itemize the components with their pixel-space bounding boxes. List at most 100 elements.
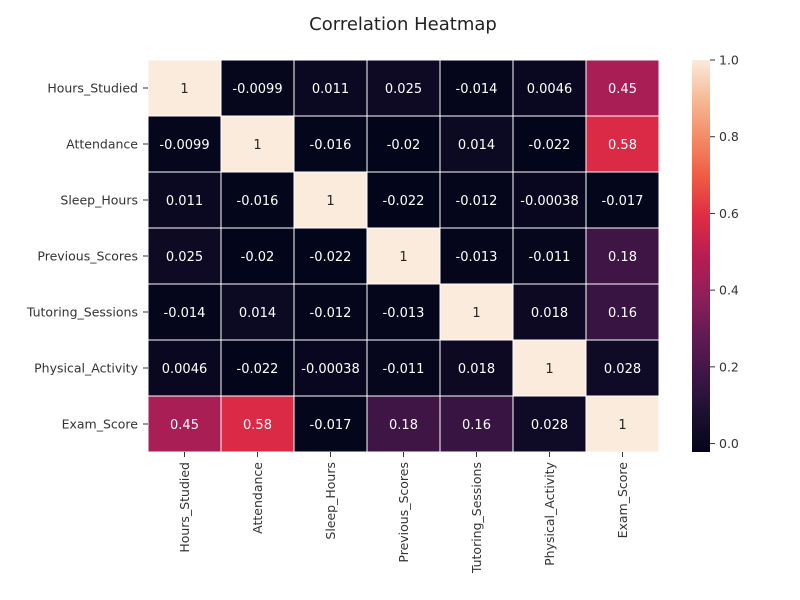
cell-value-label: -0.022	[237, 362, 279, 377]
cell-value-label: 0.011	[166, 194, 203, 209]
cell-value-label: -0.011	[529, 250, 571, 265]
column-label: Tutoring_Sessions	[469, 462, 484, 574]
row-label: Hours_Studied	[47, 81, 138, 96]
cell-value-label: 0.16	[608, 306, 637, 321]
row-label: Previous_Scores	[37, 249, 138, 264]
cell-value-label: 0.028	[604, 362, 641, 377]
row-label: Attendance	[66, 137, 138, 152]
heatmap-cell	[293, 171, 368, 229]
cell-value-label: 1	[399, 250, 407, 265]
heatmap-cell	[512, 59, 587, 117]
cell-value-label: 1	[472, 306, 480, 321]
heatmap-cell	[512, 395, 587, 453]
heatmap-cell	[585, 227, 660, 285]
column-label: Previous_Scores	[396, 462, 411, 563]
column-label: Physical_Activity	[542, 461, 557, 565]
heatmap-cell	[585, 171, 660, 229]
row-label: Exam_Score	[62, 417, 139, 432]
cell-value-label: 0.025	[385, 82, 422, 97]
heatmap-cell	[220, 171, 295, 229]
heatmap-cell	[220, 339, 295, 397]
cell-value-label: -0.016	[237, 194, 279, 209]
heatmap-cell	[147, 227, 222, 285]
cell-value-label: 0.58	[243, 418, 272, 433]
colorbar-tick-label: 0.0	[719, 436, 739, 451]
cell-value-label: -0.022	[310, 250, 352, 265]
column-label: Hours_Studied	[177, 462, 192, 553]
heatmap-cell	[293, 59, 368, 117]
cell-value-label: 0.0046	[162, 362, 208, 377]
cell-value-label: 0.18	[608, 250, 637, 265]
cell-value-label: -0.011	[383, 362, 425, 377]
column-label: Exam_Score	[615, 462, 630, 539]
cell-value-label: -0.0099	[232, 82, 282, 97]
cell-value-label: -0.012	[456, 194, 498, 209]
heatmap-cell	[585, 395, 660, 453]
heatmap-cell	[512, 171, 587, 229]
heatmap-cell	[147, 339, 222, 397]
heatmap-cell	[439, 395, 514, 453]
heatmap-cell	[147, 283, 222, 341]
column-label: Sleep_Hours	[323, 462, 338, 540]
cell-value-label: 0.014	[239, 306, 276, 321]
cell-value-label: 0.025	[166, 250, 203, 265]
heatmap-cell	[439, 115, 514, 173]
cell-value-label: 0.018	[458, 362, 495, 377]
heatmap-cell	[585, 115, 660, 173]
cell-value-label: -0.013	[383, 306, 425, 321]
row-label: Physical_Activity	[34, 361, 138, 376]
heatmap-cell	[439, 339, 514, 397]
heatmap-cell	[366, 59, 441, 117]
heatmap-cell	[366, 171, 441, 229]
cell-value-label: -0.022	[529, 138, 571, 153]
heatmap-cell	[293, 339, 368, 397]
heatmap-cell	[293, 395, 368, 453]
chart-title: Correlation Heatmap	[309, 14, 497, 35]
cell-value-label: 0.45	[608, 82, 637, 97]
column-labels: Hours_Studied Attendance Sleep_Hours Previo…	[177, 452, 630, 574]
cell-value-label: 1	[253, 138, 261, 153]
colorbar-tick-label: 0.2	[719, 359, 739, 374]
cell-value-label: 0.45	[170, 418, 199, 433]
cell-value-label: 1	[545, 362, 553, 377]
heatmap-cell	[366, 227, 441, 285]
heatmap-cell	[220, 227, 295, 285]
cell-value-label: 0.028	[531, 418, 568, 433]
heatmap-cells: 1 -0.0099 0.011 0.025 -0.014 0.0046 0.45 -0.009…	[147, 59, 660, 453]
column-label: Attendance	[250, 462, 265, 534]
heatmap-cell	[293, 283, 368, 341]
colorbar-tick-label: 0.6	[719, 206, 739, 221]
cell-value-label: -0.022	[383, 194, 425, 209]
cell-value-label: 0.16	[462, 418, 491, 433]
colorbar-tick-label: 0.4	[719, 283, 739, 298]
cell-value-label: 0.011	[312, 82, 349, 97]
cell-value-label: -0.014	[164, 306, 206, 321]
cell-value-label: 1	[326, 194, 334, 209]
cell-value-label: -0.017	[602, 194, 644, 209]
cell-value-label: -0.02	[387, 138, 421, 153]
cell-value-label: 1	[180, 82, 188, 97]
cell-value-label: 1	[618, 418, 626, 433]
cell-value-label: 0.014	[458, 138, 495, 153]
colorbar-tick-label: 0.8	[719, 129, 739, 144]
heatmap-cell	[439, 171, 514, 229]
cell-value-label: 0.58	[608, 138, 637, 153]
cell-value-label: -0.0099	[159, 138, 209, 153]
colorbar-tick-label: 1.0	[719, 53, 739, 68]
heatmap-cell	[366, 395, 441, 453]
heatmap-cell	[585, 339, 660, 397]
heatmap-cell	[293, 115, 368, 173]
cell-value-label: -0.00038	[520, 194, 578, 209]
row-label: Tutoring_Sessions	[26, 305, 138, 320]
cell-value-label: -0.02	[241, 250, 275, 265]
cell-value-label: -0.017	[310, 418, 352, 433]
cell-value-label: -0.012	[310, 306, 352, 321]
row-labels: Hours_Studied Attendance Sleep_Hours Previo…	[26, 81, 148, 432]
cell-value-label: 0.018	[531, 306, 568, 321]
colorbar-gradient	[692, 60, 710, 452]
colorbar: 0.0 0.2 0.4 0.6 0.8 1.0	[692, 53, 739, 452]
heatmap-cell	[220, 59, 295, 117]
heatmap-cell	[147, 395, 222, 453]
cell-value-label: 0.18	[389, 418, 418, 433]
